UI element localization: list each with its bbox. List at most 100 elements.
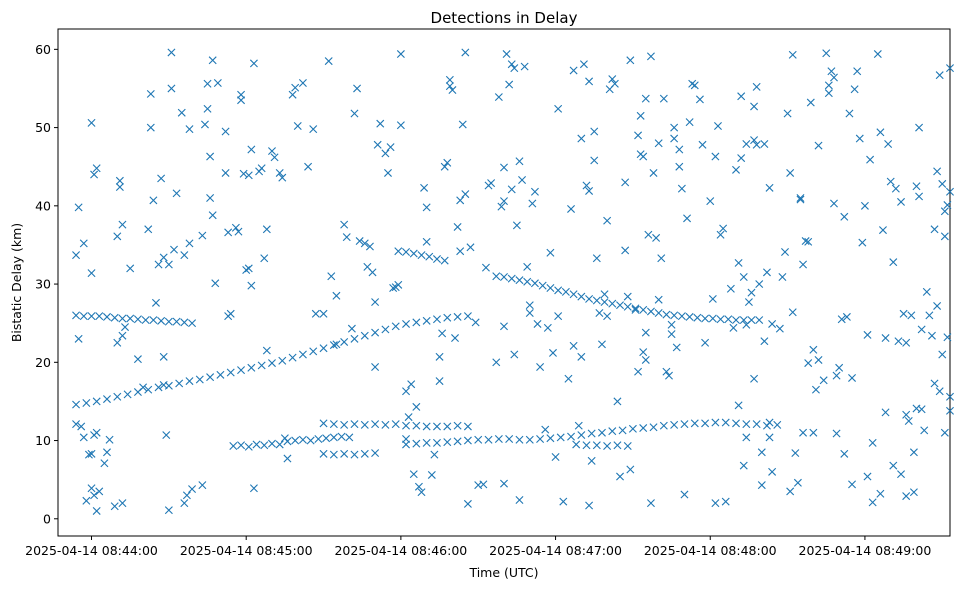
data-point [231,223,240,232]
y-tick-label: 40 [35,198,51,213]
data-point [164,317,173,326]
data-point [943,201,952,210]
data-point [451,334,460,343]
data-point [139,383,148,392]
data-point [247,363,256,372]
data-point [430,450,439,459]
x-tick-label: 2025-04-14 08:47:00 [489,543,622,558]
data-point [793,478,802,487]
data-point [752,82,761,91]
data-point [644,230,653,239]
data-point [628,424,637,433]
data-point [641,94,650,103]
data-point [154,383,163,392]
data-point [422,438,431,447]
data-point [881,334,890,343]
data-point [453,312,462,321]
data-point [641,328,650,337]
data-point [133,355,142,364]
data-point [167,48,176,57]
data-point [237,441,246,450]
data-point [536,434,545,443]
data-point [801,237,810,246]
data-point [445,75,454,84]
data-point [154,260,163,269]
data-point [530,279,539,288]
data-point [257,164,266,173]
data-point [102,395,111,404]
data-point [659,94,668,103]
data-point [569,341,578,350]
data-point [917,405,926,414]
data-point [515,276,524,285]
data-point [523,262,532,271]
data-point [621,178,630,187]
data-point [649,423,658,432]
data-point [760,140,769,149]
data-point [551,452,560,461]
data-point [90,491,99,500]
data-point [737,154,746,163]
data-point [414,482,423,491]
data-point [329,433,338,442]
data-point [371,449,380,458]
data-point [492,272,501,281]
data-point [500,322,508,331]
data-point [72,420,81,429]
data-point [208,56,217,65]
data-point [280,434,289,443]
data-point [938,350,947,359]
data-point [902,492,911,501]
data-point [590,156,599,165]
data-point [172,189,181,198]
data-point [461,190,470,199]
data-point [481,263,490,272]
data-point [917,325,926,334]
data-point [443,158,452,167]
data-point [394,247,403,256]
data-point [799,260,808,269]
data-point [708,314,717,323]
data-point [721,497,730,506]
data-point [840,212,849,221]
data-point [786,168,795,177]
data-point [943,333,952,342]
data-point [783,109,792,118]
data-point [82,399,91,407]
data-point [309,125,318,134]
data-point [652,233,661,242]
data-point [940,428,949,437]
data-point [634,131,643,140]
data-point [394,280,403,289]
data-point [739,461,748,470]
data-point [500,273,508,282]
data-point [200,120,209,129]
data-point [479,480,488,489]
data-point [868,438,877,447]
data-point [494,434,503,443]
data-point [819,376,828,385]
data-point [432,438,441,447]
data-point [314,434,323,443]
data-point [463,499,472,508]
data-point [159,352,168,361]
data-point [752,420,761,429]
data-point [706,197,715,206]
data-point [453,421,462,430]
data-point [74,203,83,212]
data-point [448,86,457,95]
data-point [72,251,81,260]
data-point [845,109,854,118]
data-point [685,312,694,321]
data-point [304,162,313,171]
data-point [613,397,622,406]
data-point [693,313,702,322]
data-point [667,330,676,339]
data-point [221,127,230,136]
data-point [809,428,818,437]
data-point [298,78,307,87]
data-point [623,442,632,451]
data-point [507,185,516,194]
data-point [213,78,222,87]
